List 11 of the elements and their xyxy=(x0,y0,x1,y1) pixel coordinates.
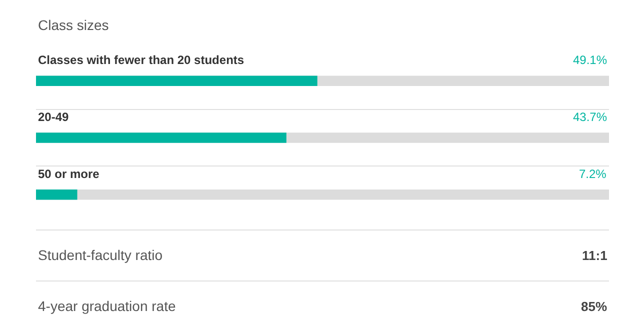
text: 11:1 xyxy=(582,248,608,263)
y-tick-label: 20-49 xyxy=(38,110,70,124)
data-label: 7.2% xyxy=(579,167,607,181)
text: 85% xyxy=(581,299,608,314)
y-tick-label: 50 or more xyxy=(38,167,100,181)
data-label: 43.7% xyxy=(573,110,608,124)
text: Student-faculty ratio xyxy=(38,247,163,263)
text: 4-year graduation rate xyxy=(38,298,176,314)
y-tick-label: Classes with fewer than 20 students xyxy=(38,53,244,67)
data-label: 49.1% xyxy=(573,53,608,67)
chart-title: Class sizes xyxy=(38,17,109,33)
